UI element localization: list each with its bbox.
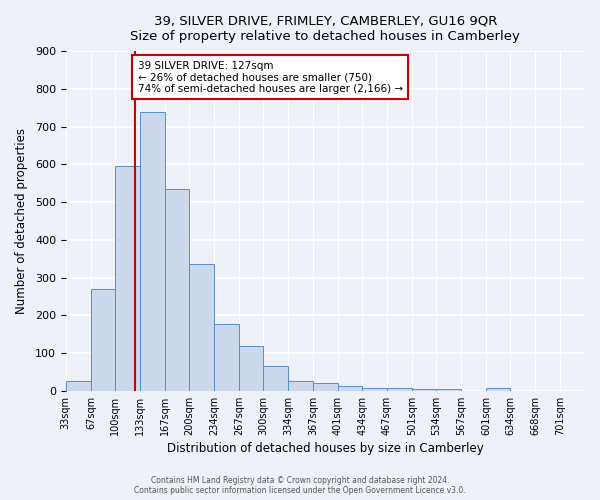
Bar <box>214 324 239 391</box>
Bar <box>91 289 115 391</box>
Bar <box>289 382 313 391</box>
Bar <box>412 389 436 391</box>
Bar <box>338 386 362 391</box>
Bar <box>313 384 338 391</box>
Bar <box>362 388 387 391</box>
Bar <box>486 388 510 391</box>
Bar <box>115 166 140 391</box>
Bar <box>239 346 263 391</box>
Bar <box>190 264 214 391</box>
Bar <box>436 389 461 391</box>
Text: 39 SILVER DRIVE: 127sqm
← 26% of detached houses are smaller (750)
74% of semi-d: 39 SILVER DRIVE: 127sqm ← 26% of detache… <box>137 60 403 94</box>
Y-axis label: Number of detached properties: Number of detached properties <box>15 128 28 314</box>
Bar <box>66 382 91 391</box>
Bar <box>263 366 289 391</box>
Bar <box>140 112 165 391</box>
Bar <box>387 388 412 391</box>
Title: 39, SILVER DRIVE, FRIMLEY, CAMBERLEY, GU16 9QR
Size of property relative to deta: 39, SILVER DRIVE, FRIMLEY, CAMBERLEY, GU… <box>130 15 520 43</box>
X-axis label: Distribution of detached houses by size in Camberley: Distribution of detached houses by size … <box>167 442 484 455</box>
Bar <box>165 189 190 391</box>
Text: Contains HM Land Registry data © Crown copyright and database right 2024.
Contai: Contains HM Land Registry data © Crown c… <box>134 476 466 495</box>
